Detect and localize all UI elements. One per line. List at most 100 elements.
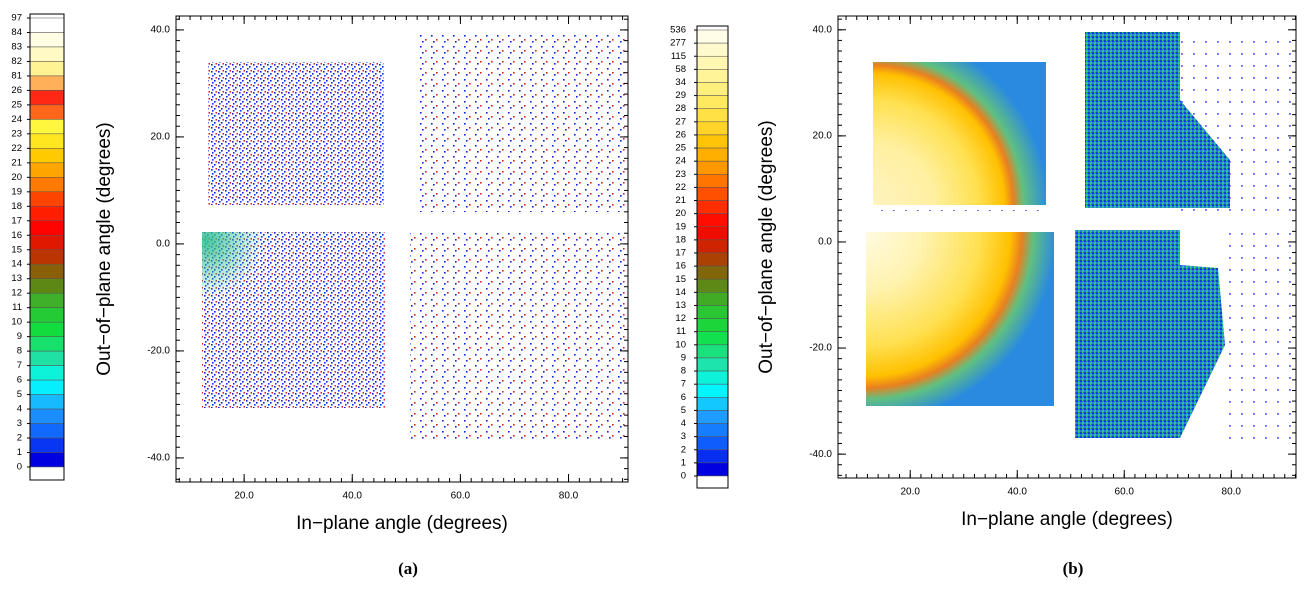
colorbar-label: 13 <box>675 300 686 311</box>
x-tick-label: 20.0 <box>234 491 254 502</box>
x-tick-label: 60.0 <box>451 491 471 502</box>
colorbar-segment <box>29 220 65 236</box>
colorbar-label: 23 <box>11 128 22 139</box>
panel-b-points <box>866 32 1296 442</box>
colorbar-label: 18 <box>675 234 686 245</box>
colorbar-segment <box>29 394 65 410</box>
y-tick-label: 20.0 <box>151 132 171 143</box>
colorbar-label: 24 <box>11 114 22 125</box>
colorbar-label: 21 <box>11 157 22 168</box>
colorbar-label: 14 <box>11 259 22 270</box>
colorbar-label: 1 <box>681 457 686 468</box>
colorbar-segment <box>696 410 729 424</box>
colorbar-label: 82 <box>11 56 22 67</box>
colorbar-segment <box>696 462 729 477</box>
colorbar-segment <box>29 423 65 439</box>
colorbar-label: 24 <box>675 156 686 167</box>
colorbar-label: 10 <box>11 317 22 328</box>
colorbar-label: 25 <box>675 143 686 154</box>
y-tick-label: -20.0 <box>147 346 170 357</box>
colorbar-label: 15 <box>11 244 22 255</box>
colorbar-segment <box>29 17 65 33</box>
colorbar-label: 3 <box>681 431 686 442</box>
colorbar-segment <box>29 292 65 308</box>
colorbar-label: 7 <box>681 379 686 390</box>
colorbar-label: 29 <box>675 90 686 101</box>
colorbar-label: 19 <box>11 186 22 197</box>
colorbar-label: 0 <box>681 471 686 482</box>
panel-a-points <box>202 32 628 440</box>
colorbar-label: 6 <box>681 392 686 403</box>
colorbar-label: 8 <box>681 366 686 377</box>
colorbar-label: 1 <box>17 447 22 458</box>
colorbar-segment <box>29 32 65 48</box>
colorbar-segment <box>29 177 65 193</box>
y-tick-label: -20.0 <box>809 343 832 354</box>
colorbar-label: 2 <box>17 433 22 444</box>
colorbar-label: 16 <box>675 261 686 272</box>
x-tick-label: 80.0 <box>1222 487 1242 498</box>
colorbar-segment <box>29 104 65 120</box>
x-axis-label: In−plane angle (degrees) <box>296 513 508 534</box>
colorbar-segment <box>696 449 729 464</box>
colorbar-segment <box>696 134 729 149</box>
colorbar-segment <box>29 365 65 381</box>
colorbar-label: 23 <box>675 169 686 180</box>
colorbar-segment <box>29 408 65 424</box>
colorbar-label: 9 <box>17 331 22 342</box>
colorbar-segment <box>696 265 729 280</box>
colorbar-segment <box>29 75 65 91</box>
y-tick-label: 0.0 <box>818 237 832 248</box>
colorbar-label: 84 <box>11 27 22 38</box>
colorbar-label: 81 <box>11 70 22 81</box>
x-tick-label: 40.0 <box>1008 487 1028 498</box>
colorbar-segment <box>29 249 65 265</box>
colorbar-segment <box>29 379 65 395</box>
colorbar-segment <box>696 69 729 83</box>
colorbar-segment <box>696 174 729 188</box>
colorbar-label: 277 <box>670 38 686 49</box>
colorbar-label: 26 <box>675 129 686 140</box>
x-tick-label: 20.0 <box>900 487 920 498</box>
colorbar-segment <box>696 187 729 201</box>
colorbar-segment <box>696 305 729 319</box>
colorbar-segment <box>29 235 65 250</box>
colorbar-label: 536 <box>670 25 686 36</box>
colorbar-segment <box>696 383 729 398</box>
colorbar-label: 3 <box>17 418 22 429</box>
colorbar-segment <box>696 42 729 57</box>
x-tick-label: 80.0 <box>559 491 579 502</box>
colorbar-label: 25 <box>11 99 22 110</box>
colorbar-segment <box>696 160 729 175</box>
colorbar-segment <box>696 357 729 372</box>
colorbar-segment <box>29 119 65 135</box>
colorbar-label: 12 <box>675 313 686 324</box>
colorbar-segment <box>29 466 65 481</box>
colorbar-label: 8 <box>17 346 22 357</box>
colorbar-segment <box>696 331 729 346</box>
colorbar-label: 6 <box>17 375 22 386</box>
colorbar-label: 7 <box>17 360 22 371</box>
colorbar-label: 5 <box>17 389 22 400</box>
colorbar-segment <box>29 206 65 222</box>
colorbar-segment <box>696 121 729 136</box>
y-tick-label: 40.0 <box>151 25 171 36</box>
colorbar-segment <box>696 436 729 451</box>
colorbar-segment <box>29 148 65 164</box>
colorbar-segment <box>696 292 729 306</box>
colorbar-label: 11 <box>676 326 686 337</box>
colorbar-label: 115 <box>671 51 686 62</box>
panel-label: (b) <box>1063 559 1084 578</box>
colorbar-segment <box>29 263 65 279</box>
colorbar-label: 83 <box>11 41 22 52</box>
colorbar-segment <box>696 29 729 44</box>
colorbar-segment <box>29 191 65 207</box>
colorbar-label: 97 <box>11 13 22 24</box>
colorbar-segment <box>696 318 729 332</box>
colorbar-segment <box>29 61 65 77</box>
colorbar-segment <box>696 344 729 359</box>
x-tick-label: 60.0 <box>1115 487 1135 498</box>
colorbar-label: 12 <box>11 288 22 299</box>
